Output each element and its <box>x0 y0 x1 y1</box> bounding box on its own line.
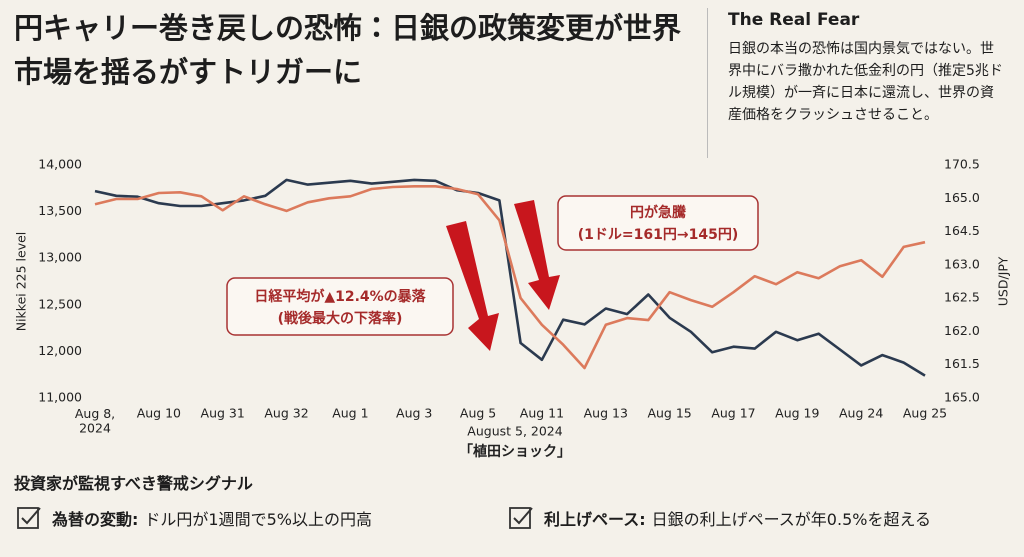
chart: 14,000 13,500 13,000 12,500 12,000 11,000 170.… <box>14 157 1011 461</box>
x-tick-label: Aug 3 <box>396 406 432 421</box>
annotation-text: (戦後最大の下落率) <box>278 310 403 327</box>
x-tick-label: Aug 32 <box>264 406 308 421</box>
y2-tick-label: 162.5 <box>944 290 980 305</box>
x-tick-label: Aug 8, 2024 <box>75 406 115 435</box>
x-tick-label: Aug 10 <box>137 406 181 421</box>
x-tick-label: Aug 5 <box>460 406 496 421</box>
signal-label: 利上げペース: <box>544 510 646 529</box>
x-tick-label: Aug 1 <box>332 406 368 421</box>
y2-tick-label: 161.5 <box>944 356 980 371</box>
signal-text: 利上げペース: 日銀の利上げペースが年0.5%を超える <box>544 506 931 530</box>
signal-label: 為替の変動: <box>52 510 139 529</box>
annotation-text: 円が急騰 <box>630 204 687 221</box>
y2-tick-label: 162.0 <box>944 323 980 338</box>
sidebar-text: 日銀の本当の恐怖は国内景気ではない。世界中にバラ撒かれた低金利の円（推定5兆ドル… <box>728 41 1003 123</box>
y2-axis-label: USD/JPY <box>996 256 1011 306</box>
signal-desc: 日銀の利上げペースが年0.5%を超える <box>651 510 931 529</box>
arrow <box>446 221 499 351</box>
y-axis-label: Nikkei 225 level <box>14 232 29 332</box>
sidebar: The Real Fear 日銀の本当の恐怖は国内景気ではない。世界中にバラ撒か… <box>707 8 1007 158</box>
page-title: 円キャリー巻き戻しの恐怖：日銀の政策変更が世界市場を揺るがすトリガーに <box>14 11 682 89</box>
annotation-text: (1ドル=161円→145円) <box>578 227 738 243</box>
x-tick-label: Aug 11 <box>520 406 564 421</box>
event-date: August 5, 2024 <box>467 424 562 439</box>
signals-title: 投資家が監視すべき警戒シグナル <box>14 474 253 493</box>
y-tick-label: 13,500 <box>38 203 82 218</box>
series-line <box>94 185 926 370</box>
y-tick-label: 14,000 <box>38 157 82 172</box>
signal-desc: ドル円が1週間で5%以上の円高 <box>144 510 372 529</box>
y-tick-label: 11,000 <box>38 390 82 405</box>
x-tick-label: Aug 19 <box>775 406 819 421</box>
y2-tick-label: 165.0 <box>944 390 980 405</box>
arrow <box>514 200 560 310</box>
y2-tick-label: 165.0 <box>944 190 980 205</box>
x-tick-label: Aug 24 <box>839 406 883 421</box>
annotation-box <box>226 277 454 336</box>
check-icon <box>17 507 41 529</box>
y-tick-label: 12,000 <box>38 343 82 358</box>
signal-item: 為替の変動: ドル円が1週間で5%以上の円高 <box>16 505 372 531</box>
x-tick-label: Aug 17 <box>711 406 755 421</box>
x-tick-label: Aug 25 <box>903 406 947 421</box>
annotation-box <box>557 195 759 251</box>
event-name: 「植田ショック」 <box>459 443 571 460</box>
x-tick-label: Aug 13 <box>584 406 628 421</box>
y2-tick-label: 164.5 <box>944 223 980 238</box>
x-tick-label: Aug 31 <box>201 406 245 421</box>
y-tick-label: 12,500 <box>38 296 82 311</box>
y-tick-label: 13,000 <box>38 250 82 265</box>
check-icon <box>509 507 533 529</box>
signal-item: 利上げペース: 日銀の利上げペースが年0.5%を超える <box>508 505 931 531</box>
y2-tick-label: 163.0 <box>944 256 980 271</box>
sidebar-title: The Real Fear <box>728 10 860 30</box>
y2-tick-label: 170.5 <box>944 157 980 172</box>
x-tick-label: Aug 15 <box>647 406 691 421</box>
annotation-text: 日経平均が▲12.4%の暴落 <box>254 288 426 305</box>
signal-text: 為替の変動: ドル円が1週間で5%以上の円高 <box>52 506 372 530</box>
